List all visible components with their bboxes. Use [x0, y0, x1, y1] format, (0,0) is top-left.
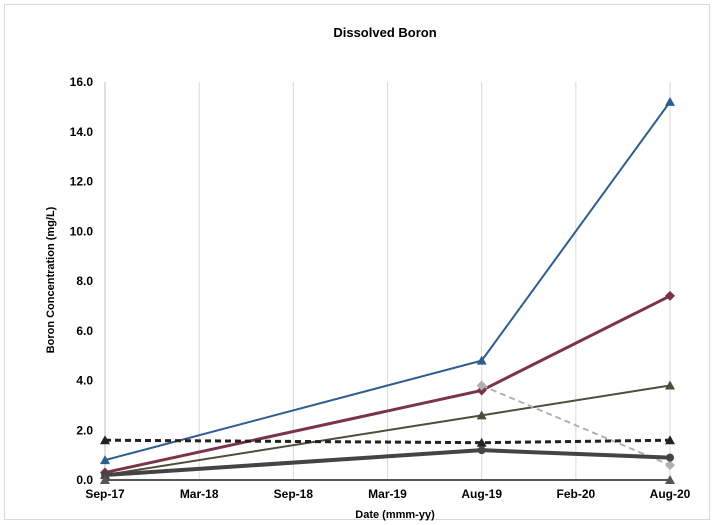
y-tick-label: 12.0 — [70, 175, 94, 189]
series-7 — [100, 475, 675, 484]
y-tick-label: 0.0 — [76, 473, 93, 487]
series-4 — [476, 380, 675, 471]
y-tick-label: 16.0 — [70, 75, 94, 89]
x-tick-label: Sep-17 — [85, 487, 125, 501]
data-point — [476, 355, 487, 365]
x-tick-label: Mar-19 — [368, 487, 407, 501]
data-point — [665, 290, 675, 301]
data-point — [665, 96, 675, 106]
x-tick-label: Mar-18 — [180, 487, 219, 501]
data-point — [100, 455, 110, 465]
data-point — [476, 410, 487, 420]
x-tick-labels: Sep-17 Mar-18 Sep-18 Mar-19 Aug-19 Feb-20 Aug-… — [85, 487, 690, 501]
data-point — [100, 435, 110, 445]
data-point — [665, 380, 675, 390]
data-point — [100, 475, 110, 484]
x-tick-label: Aug-20 — [650, 487, 691, 501]
chart-frame — [4, 4, 710, 520]
x-axis-title: Date (mmm-yy) — [355, 509, 435, 521]
x-tick-label: Sep-18 — [274, 487, 314, 501]
data-point — [665, 435, 675, 445]
chart-title: Dissolved Boron — [333, 25, 436, 40]
data-point — [477, 446, 486, 455]
grid — [104, 82, 671, 481]
series-1 — [100, 96, 675, 465]
data-point — [665, 460, 675, 471]
y-axis-title: Boron Concentration (mg/L) — [45, 206, 57, 353]
x-tick-label: Feb-20 — [556, 487, 595, 501]
data-point — [476, 380, 487, 391]
y-tick-label: 2.0 — [76, 423, 93, 437]
y-tick-label: 10.0 — [70, 224, 94, 238]
y-tick-labels: 0.0 2.0 4.0 6.0 8.0 10.0 12.0 14.0 16.0 — [70, 75, 94, 487]
x-tick-label: Aug-19 — [461, 487, 502, 501]
data-point — [665, 475, 675, 484]
series-line — [104, 438, 671, 445]
data-point — [666, 453, 674, 462]
series-group — [100, 96, 675, 484]
series-5 — [100, 435, 675, 447]
series-line — [481, 384, 671, 466]
y-tick-label: 14.0 — [70, 125, 94, 139]
y-tick-label: 6.0 — [76, 324, 93, 338]
y-tick-label: 8.0 — [76, 274, 93, 288]
y-tick-label: 4.0 — [76, 374, 93, 388]
data-point — [476, 437, 487, 447]
